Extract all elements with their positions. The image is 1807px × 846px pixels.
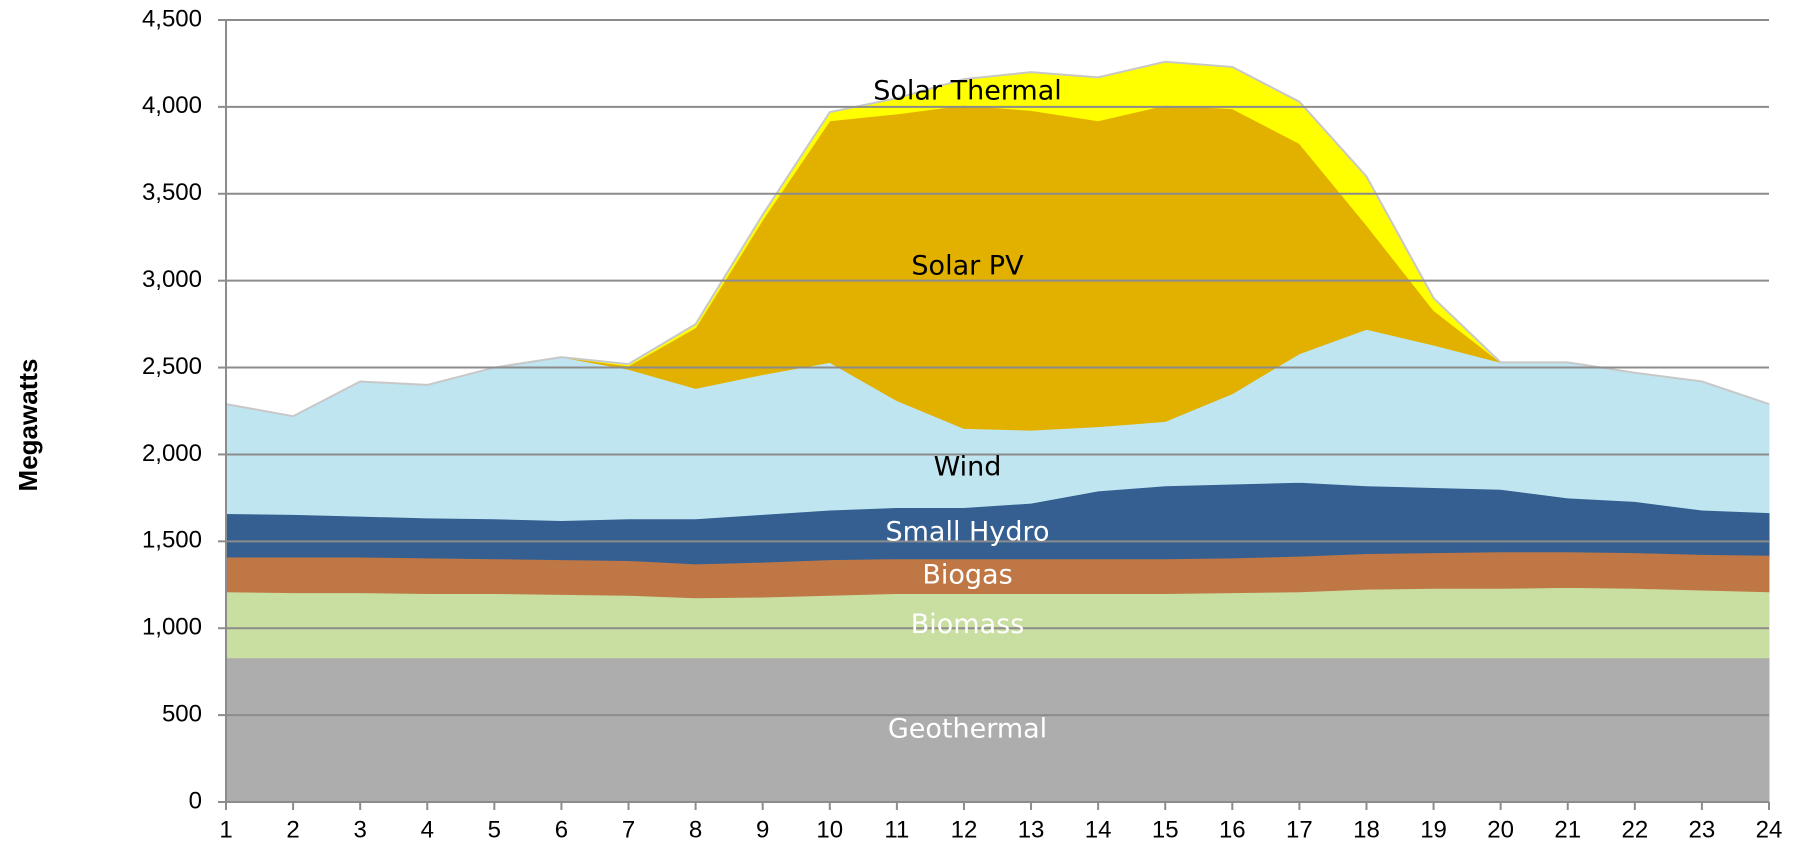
y-tick-label: 2,500 [142,353,202,380]
x-tick-label: 23 [1689,816,1716,843]
y-tick-label: 3,000 [142,266,202,293]
series-label: Biomass [911,609,1025,640]
series-label: Small Hydro [885,517,1049,548]
x-tick-label: 14 [1085,816,1112,843]
y-tick-label: 500 [162,700,202,727]
x-tick-label: 6 [555,816,568,843]
x-tick-label: 17 [1286,816,1313,843]
series-label: Geothermal [888,713,1047,744]
x-tick-label: 24 [1756,816,1783,843]
series-label: Wind [934,451,1002,482]
x-tick-label: 2 [286,816,299,843]
x-tick-label: 7 [622,816,635,843]
x-tick-label: 9 [756,816,769,843]
x-tick-label: 20 [1487,816,1514,843]
x-tick-label: 8 [689,816,702,843]
y-tick-label: 3,500 [142,179,202,206]
y-tick-label: 4,500 [142,5,202,32]
y-tick-label: 1,500 [142,527,202,554]
x-tick-label: 15 [1152,816,1179,843]
x-tick-label: 1 [219,816,232,843]
series-label: Biogas [922,560,1012,591]
x-tick-label: 19 [1420,816,1447,843]
x-tick-label: 11 [884,816,909,843]
series-label: Solar PV [911,250,1024,281]
x-tick-label: 22 [1621,816,1648,843]
x-tick-label: 12 [951,816,978,843]
x-tick-label: 13 [1018,816,1045,843]
x-tick-label: 16 [1219,816,1246,843]
y-tick-label: 0 [189,787,202,814]
x-tick-label: 10 [816,816,843,843]
y-tick-label: 4,000 [142,92,202,119]
x-tick-label: 3 [353,816,366,843]
x-tick-label: 5 [488,816,501,843]
area-outline [225,60,1770,418]
x-tick-label: 18 [1353,816,1380,843]
y-tick-label: 1,000 [142,614,202,641]
y-axis-label: Megawatts [13,359,43,492]
series-label: Solar Thermal [873,76,1062,107]
y-tick-label: 2,000 [142,440,202,467]
x-tick-label: 4 [421,816,434,843]
x-tick-label: 21 [1554,816,1581,843]
